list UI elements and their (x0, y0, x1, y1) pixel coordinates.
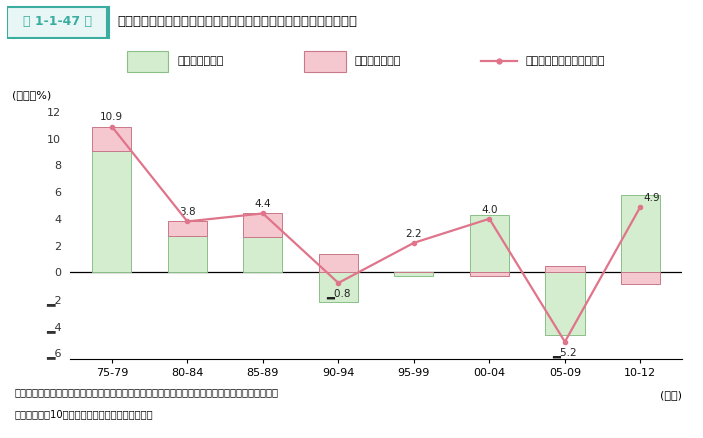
Bar (546, 265, 584, 272)
Text: (年度): (年度) (660, 390, 682, 399)
Text: 資料：日本銀行「全国企業短期経済観測調査」、「企業物価指数」、財務省「法人企業統計年報」: 資料：日本銀行「全国企業短期経済観測調査」、「企業物価指数」、財務省「法人企業統… (14, 388, 278, 398)
Bar (394, 272, 434, 276)
Bar (621, 272, 660, 284)
Text: 4.0: 4.0 (481, 205, 498, 215)
Bar (470, 272, 509, 276)
Text: (年率、%): (年率、%) (12, 90, 51, 100)
Text: 一人当たり名目付加価値額上昇率とその変動要因（大企業製造業）: 一人当たり名目付加価値額上昇率とその変動要因（大企業製造業） (117, 15, 357, 28)
FancyBboxPatch shape (304, 51, 346, 72)
Bar (546, 272, 584, 335)
Bar (243, 237, 283, 272)
Text: 2.2: 2.2 (406, 229, 423, 239)
Bar (168, 222, 207, 236)
Bar (243, 213, 283, 237)
Text: ▂5.2: ▂5.2 (553, 348, 577, 358)
Text: ▂0.8: ▂0.8 (326, 289, 351, 300)
Text: 4.9: 4.9 (643, 193, 660, 203)
Bar (318, 272, 358, 302)
FancyBboxPatch shape (127, 51, 169, 72)
Text: （注）資本金10億円以上を大企業製造業とした。: （注）資本金10億円以上を大企業製造業とした。 (14, 410, 153, 420)
Bar (621, 195, 660, 272)
Bar (92, 151, 131, 272)
Text: 実質労働生産性: 実質労働生産性 (177, 57, 224, 66)
Bar (318, 254, 358, 272)
Text: 3.8: 3.8 (179, 208, 195, 217)
Text: 第 1-1-47 図: 第 1-1-47 図 (22, 15, 92, 28)
Bar (168, 236, 207, 272)
FancyBboxPatch shape (7, 7, 107, 38)
Text: 10.9: 10.9 (101, 112, 124, 122)
Text: 4.4: 4.4 (254, 199, 271, 209)
Text: 一人当たり名目付加価値額: 一人当たり名目付加価値額 (526, 57, 605, 66)
Text: 価格転崁力指標: 価格転崁力指標 (354, 57, 401, 66)
Bar (92, 127, 131, 151)
Bar (470, 215, 509, 272)
